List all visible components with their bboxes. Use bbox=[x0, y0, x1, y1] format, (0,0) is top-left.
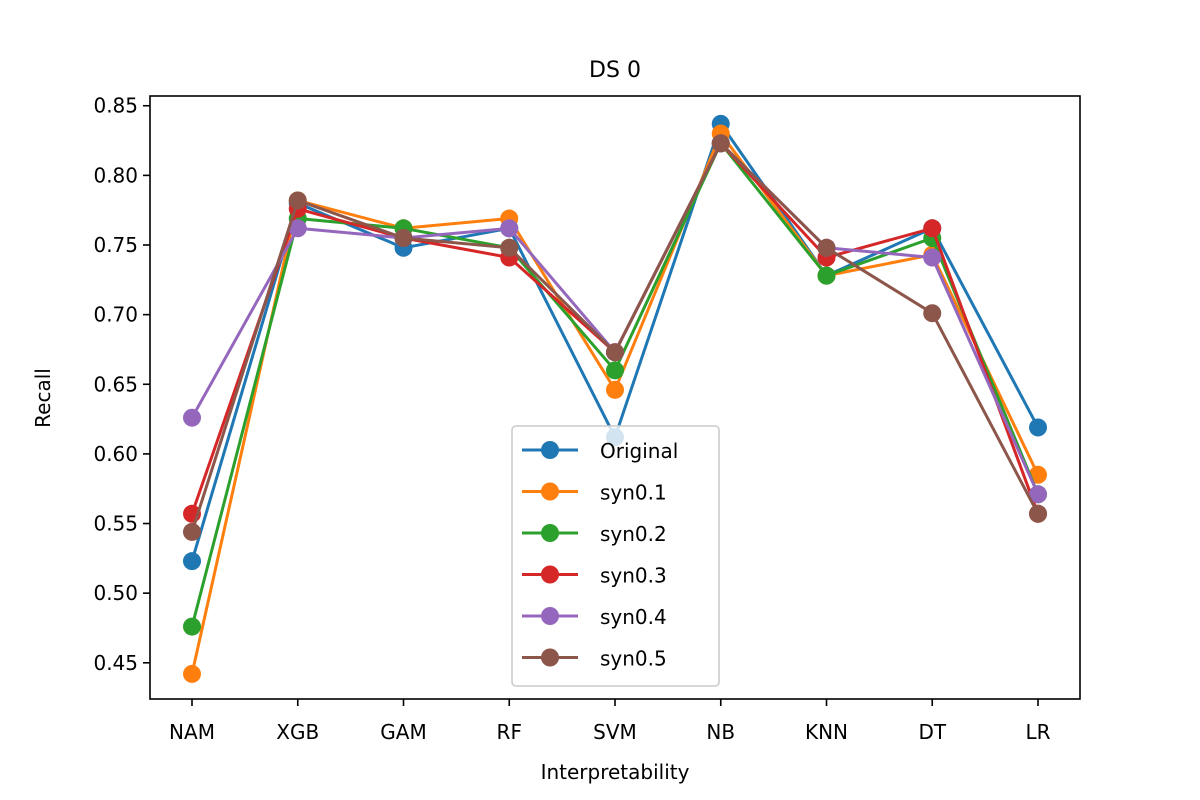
legend-label: syn0.5 bbox=[600, 647, 667, 671]
data-point bbox=[183, 522, 201, 541]
y-tick-label: 0.60 bbox=[93, 442, 138, 466]
data-point bbox=[183, 664, 201, 683]
legend: Original syn0.1 syn0.2 syn0.3 syn0.4 syn0.5 bbox=[511, 425, 720, 687]
x-axis-label: Interpretability bbox=[541, 760, 690, 784]
legend-label: syn0.1 bbox=[600, 481, 667, 505]
y-tick-label: 0.65 bbox=[93, 372, 138, 396]
data-point bbox=[183, 617, 201, 636]
y-axis: 0.45 0.50 0.55 0.60 0.65 0.70 0.75 0.80 0.85 bbox=[93, 94, 150, 675]
data-point bbox=[183, 408, 201, 427]
legend-label: syn0.3 bbox=[600, 564, 667, 588]
data-point bbox=[288, 219, 307, 238]
data-point bbox=[288, 191, 307, 210]
y-axis-label: Recall bbox=[31, 368, 55, 428]
x-tick-label: RF bbox=[497, 720, 522, 744]
data-point bbox=[923, 219, 942, 238]
x-tick-label: NAM bbox=[169, 720, 215, 744]
data-point bbox=[394, 229, 413, 248]
data-point bbox=[817, 238, 836, 257]
data-point bbox=[606, 343, 624, 362]
data-point bbox=[606, 361, 624, 380]
legend-marker bbox=[541, 441, 559, 459]
data-point bbox=[1029, 485, 1047, 504]
data-point bbox=[711, 134, 730, 153]
y-tick-label: 0.45 bbox=[93, 651, 138, 675]
y-tick-label: 0.55 bbox=[93, 512, 138, 536]
plot-frame bbox=[149, 95, 1081, 700]
x-axis: NAM XGB GAM RF SVM NB KNN DT LR bbox=[169, 699, 1051, 744]
y-tick-label: 0.85 bbox=[93, 94, 138, 118]
y-tick-label: 0.50 bbox=[93, 581, 138, 605]
x-tick-label: LR bbox=[1025, 720, 1050, 744]
y-tick-label: 0.70 bbox=[93, 303, 138, 327]
legend-marker bbox=[541, 524, 559, 542]
x-tick-label: SVM bbox=[593, 720, 637, 744]
x-tick-label: DT bbox=[918, 720, 946, 744]
data-point bbox=[606, 380, 624, 399]
chart-title: DS 0 bbox=[589, 58, 641, 83]
data-point bbox=[817, 266, 836, 285]
series-syn0.5 bbox=[183, 134, 1047, 541]
data-point bbox=[500, 219, 519, 238]
legend-label: Original bbox=[600, 439, 678, 463]
data-point bbox=[183, 552, 201, 571]
data-point bbox=[1029, 418, 1047, 437]
data-point bbox=[500, 238, 519, 257]
x-tick-label: XGB bbox=[276, 720, 319, 744]
series-layer bbox=[183, 114, 1047, 683]
y-tick-label: 0.75 bbox=[93, 233, 138, 257]
x-tick-label: NB bbox=[706, 720, 735, 744]
x-tick-label: GAM bbox=[380, 720, 426, 744]
legend-label: syn0.2 bbox=[600, 522, 667, 546]
legend-label: syn0.4 bbox=[600, 605, 667, 629]
legend-marker bbox=[541, 565, 559, 584]
data-point bbox=[1029, 465, 1047, 484]
data-point bbox=[923, 304, 942, 323]
x-tick-label: KNN bbox=[805, 720, 848, 744]
legend-marker bbox=[541, 607, 559, 625]
legend-marker bbox=[541, 482, 559, 501]
y-tick-label: 0.80 bbox=[93, 163, 138, 187]
data-point bbox=[1029, 504, 1047, 523]
data-point bbox=[923, 248, 942, 267]
legend-marker bbox=[541, 648, 559, 667]
